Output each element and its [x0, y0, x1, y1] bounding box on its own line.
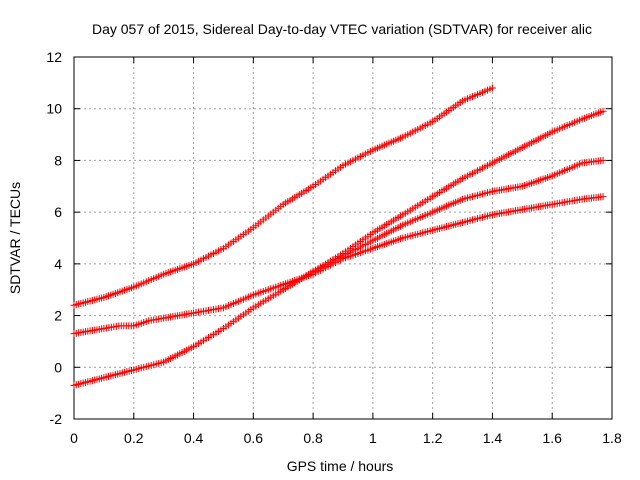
y-tick-label: 2	[54, 308, 62, 324]
series-trace-1	[70, 84, 496, 309]
data-point	[599, 156, 607, 164]
y-tick-label: 8	[54, 152, 62, 168]
x-tick-label: 0.4	[184, 430, 204, 446]
x-tick-label: 1.4	[483, 430, 503, 446]
axes-layer: 0 0.2 0.4 0.6 0.8 1 1.2 1.4 1.6 1.8 -2 0 2 4 6 8 10 12	[46, 49, 622, 446]
y-tick-label: 10	[46, 101, 62, 117]
y-tick-label: 12	[46, 49, 62, 65]
x-tick-label: 1.2	[423, 430, 443, 446]
x-tick-label: 0.2	[124, 430, 144, 446]
x-tick-label: 0	[70, 430, 78, 446]
data-point	[488, 84, 496, 92]
data-layer	[70, 84, 607, 389]
x-tick-label: 0.6	[244, 430, 264, 446]
y-tick-label: 4	[54, 256, 62, 272]
y-tick-label: 6	[54, 204, 62, 220]
x-tick-label: 1.6	[542, 430, 562, 446]
data-point	[599, 193, 607, 201]
x-tick-label: 1.8	[602, 430, 622, 446]
plot-frame	[73, 56, 613, 420]
series-trace-3	[70, 107, 607, 389]
x-axis-label: GPS time / hours	[287, 458, 394, 474]
x-tick-label: 1	[369, 430, 377, 446]
x-tick-label: 0.8	[303, 430, 323, 446]
y-tick-label: -2	[50, 411, 63, 427]
data-point	[599, 107, 607, 115]
chart-title: Day 057 of 2015, Sidereal Day-to-day VTE…	[92, 21, 592, 37]
y-axis-label: SDTVAR / TECUs	[7, 182, 23, 294]
series-trace-4	[279, 156, 607, 294]
y-tick-label: 0	[54, 359, 62, 375]
